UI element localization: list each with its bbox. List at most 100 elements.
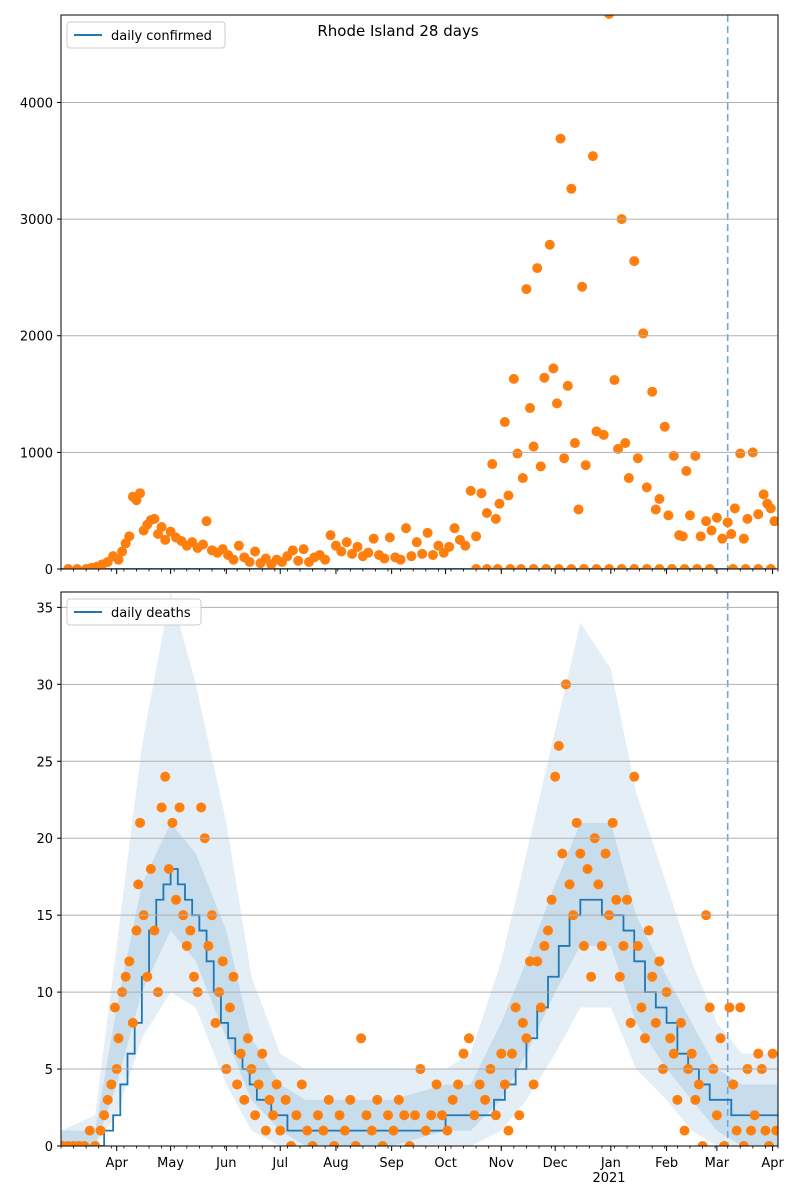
- data-point: [447, 1094, 458, 1105]
- data-point: [181, 940, 192, 951]
- data-point: [298, 544, 309, 555]
- data-point: [719, 1141, 730, 1146]
- data-point: [253, 1079, 264, 1090]
- data-point: [160, 771, 171, 782]
- axes-frame: [60, 14, 779, 570]
- data-point: [401, 523, 412, 534]
- data-point: [535, 461, 546, 472]
- data-point: [607, 817, 618, 828]
- data-point: [444, 541, 455, 552]
- data-point: [765, 564, 776, 569]
- x-tick-label: Jan: [600, 1156, 621, 1171]
- data-point: [406, 551, 417, 562]
- data-point: [433, 540, 444, 551]
- data-point: [356, 1033, 367, 1044]
- x-tick-label: Oct: [434, 1156, 456, 1171]
- data-point: [740, 564, 751, 569]
- data-point: [609, 375, 620, 386]
- data-point: [117, 546, 128, 557]
- x-tick-label: May: [157, 1156, 184, 1171]
- data-point: [629, 256, 640, 267]
- data-point: [726, 529, 737, 540]
- data-point: [469, 1110, 480, 1121]
- data-point: [442, 1125, 453, 1136]
- y-tick-label: 35: [36, 601, 53, 616]
- data-point: [557, 848, 568, 859]
- data-point: [471, 564, 482, 569]
- data-point: [695, 531, 706, 542]
- data-point: [539, 372, 550, 383]
- deaths-axes: 0 5 10 15 20 25 30 35 Apr May Jun Jul Aug Sep Oct Nov De…: [36, 591, 785, 1171]
- data-point: [197, 539, 208, 550]
- data-point: [436, 1110, 447, 1121]
- legend-label: daily confirmed: [111, 29, 212, 44]
- data-point: [553, 564, 564, 569]
- data-point: [562, 380, 573, 391]
- data-point: [735, 448, 746, 459]
- data-point: [559, 453, 570, 464]
- data-point: [711, 512, 722, 523]
- outer-uncertainty-band: [61, 592, 778, 1146]
- legend: daily confirmed: [66, 21, 226, 49]
- y-tick-label: 4000: [20, 96, 53, 111]
- year-label: 2021: [592, 1171, 625, 1186]
- y-tick-label: 20: [36, 832, 53, 847]
- data-point: [280, 1094, 291, 1105]
- data-point: [613, 443, 624, 454]
- plot-area: [61, 15, 778, 569]
- data-point: [233, 540, 244, 551]
- data-point: [677, 531, 688, 542]
- data-point: [131, 925, 142, 936]
- data-point: [596, 940, 607, 951]
- data-point: [318, 1125, 329, 1136]
- data-point: [79, 1141, 90, 1146]
- data-point: [449, 523, 460, 534]
- data-point: [765, 503, 776, 514]
- data-point: [145, 864, 156, 874]
- data-point: [521, 1033, 532, 1044]
- data-point: [591, 564, 602, 569]
- data-point: [250, 546, 261, 557]
- x-tick-label: Apr: [761, 1156, 784, 1171]
- data-point: [643, 925, 654, 936]
- data-point: [458, 1048, 469, 1059]
- data-point: [701, 516, 712, 527]
- data-point: [764, 1141, 775, 1146]
- data-point: [307, 1141, 318, 1146]
- data-point: [296, 1079, 307, 1090]
- data-point: [507, 1048, 518, 1059]
- data-point: [268, 1110, 279, 1121]
- data-point: [465, 485, 476, 496]
- data-point: [553, 740, 564, 751]
- data-point: [629, 564, 640, 569]
- x-tick-label: Aug: [323, 1156, 348, 1171]
- data-point: [352, 541, 363, 552]
- y-tick-label: 3000: [20, 213, 53, 228]
- data-point: [217, 956, 228, 967]
- data-point: [347, 548, 358, 559]
- data-point: [704, 564, 715, 569]
- data-point: [124, 956, 135, 967]
- data-point: [224, 1002, 235, 1013]
- data-point: [704, 1002, 715, 1013]
- data-point: [505, 564, 516, 569]
- data-point: [171, 894, 182, 905]
- data-point: [404, 1141, 415, 1146]
- data-point: [490, 513, 501, 524]
- data-point: [320, 554, 331, 565]
- data-point: [672, 1094, 683, 1105]
- data-point: [681, 466, 692, 477]
- data-point: [555, 133, 566, 144]
- data-point: [420, 1125, 431, 1136]
- data-point: [618, 940, 629, 951]
- confirmed-axes: 0 1000 2000 3000 4000 daily confirmed: [20, 14, 779, 578]
- data-point: [521, 284, 532, 295]
- data-point: [508, 373, 519, 384]
- data-point: [582, 864, 593, 874]
- data-point: [228, 971, 239, 982]
- data-point: [453, 1079, 464, 1090]
- data-point: [286, 1141, 297, 1146]
- data-point: [566, 564, 577, 569]
- data-point: [302, 1125, 313, 1136]
- inner-uncertainty-band: [61, 822, 778, 1146]
